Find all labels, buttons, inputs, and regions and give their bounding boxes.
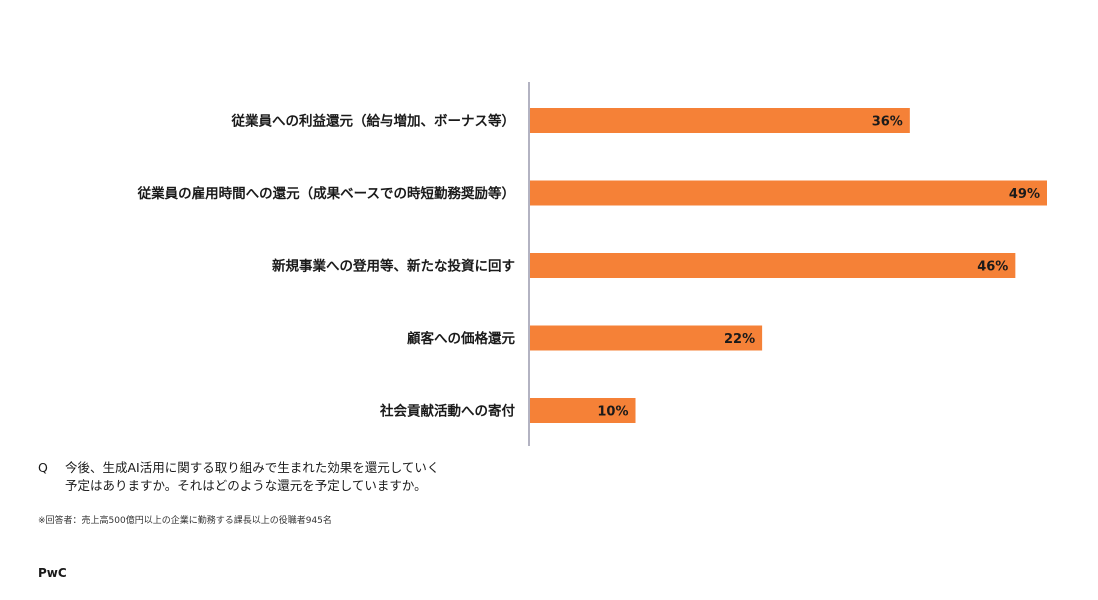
bar-chart: 36%49%46%22%10% 従業員への利益還元（給与増加、ボーナス等）従業員… xyxy=(137,82,1047,446)
bar-3 xyxy=(530,253,1016,278)
category-label-4: 顧客への価格還元 xyxy=(407,330,515,347)
bar-value-label-5: 10% xyxy=(597,405,628,420)
respondent-note: ※回答者：売上高500億円以上の企業に勤務する課長以上の役職者945名 xyxy=(38,516,332,526)
category-label-1: 従業員への利益還元（給与増加、ボーナス等） xyxy=(231,113,516,130)
bar-2 xyxy=(530,180,1047,206)
bar-value-label-1: 36% xyxy=(872,115,903,130)
category-label-2: 従業員の雇用時間への還元（成果ベースでの時短勤務奨励等） xyxy=(137,185,515,202)
bar-value-label-4: 22% xyxy=(724,332,755,347)
bar-value-label-3: 46% xyxy=(977,260,1008,275)
bar-value-label-2: 49% xyxy=(1009,187,1040,202)
question-mark: Q xyxy=(38,460,48,475)
bars-layer: 36% 49% 46% 22% 10% xyxy=(530,108,1047,423)
question-text: 今後、生成AI活用に関する取り組みで生まれた効果を還元していく 予定はありますか… xyxy=(65,460,440,493)
bar-4 xyxy=(530,325,763,351)
bar-1 xyxy=(530,108,910,133)
category-label-5: 社会貢献活動への寄付 xyxy=(379,403,515,420)
pwc-logo: PwC xyxy=(38,566,67,580)
bar-5 xyxy=(530,398,636,423)
category-labels-layer: 従業員への利益還元（給与増加、ボーナス等） 従業員の雇用時間への還元（成果ベースで… xyxy=(137,113,516,420)
category-label-3: 新規事業への登用等、新たな投資に回す xyxy=(272,258,515,275)
